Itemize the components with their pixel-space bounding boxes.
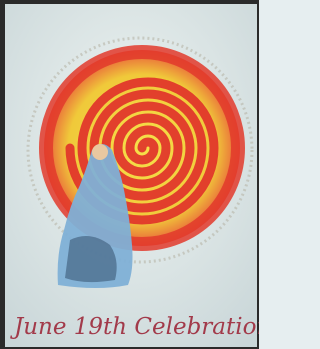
page: June 19th Celebration (() => { const dat…	[0, 0, 259, 349]
photo: June 19th Celebration	[0, 0, 259, 349]
figure-head	[92, 144, 108, 160]
caption: June 19th Celebration	[10, 314, 259, 340]
